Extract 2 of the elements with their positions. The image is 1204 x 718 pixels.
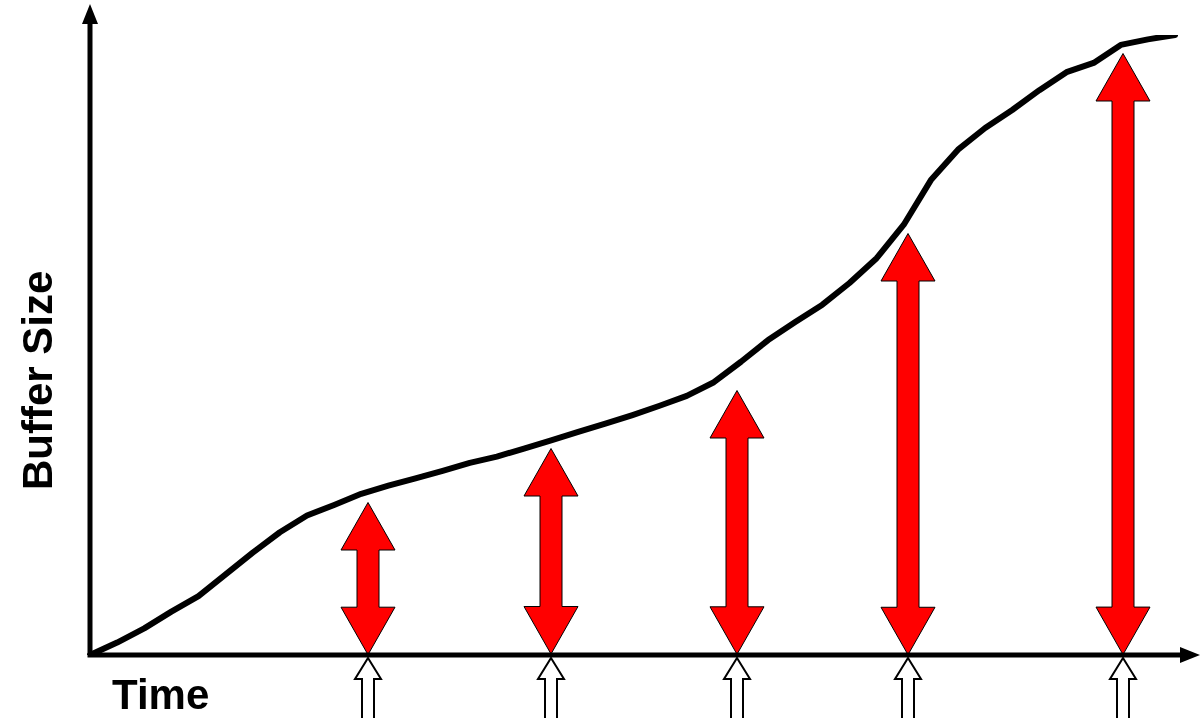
y-axis-title: Buffer Size	[14, 270, 62, 490]
x-axis-title: Time	[112, 671, 210, 718]
